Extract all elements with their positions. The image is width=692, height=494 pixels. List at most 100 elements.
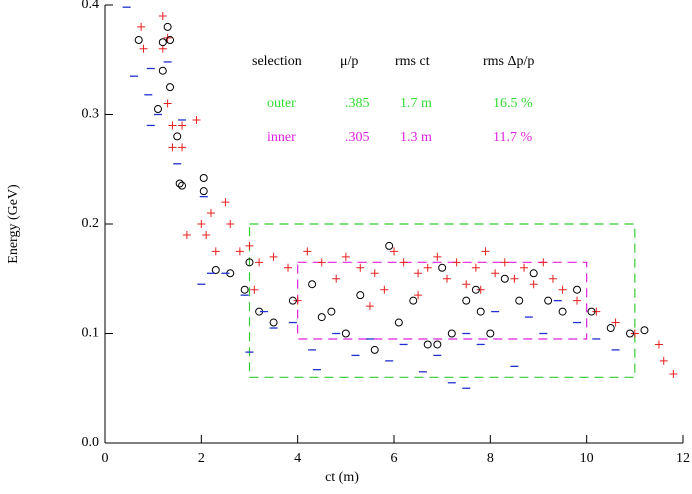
point [288,296,297,305]
point [240,285,249,294]
point [471,285,480,294]
point [491,269,500,278]
point [327,307,336,316]
point [134,36,143,45]
table-cell: 16.5 % [493,96,533,111]
point [558,285,567,294]
point [158,66,167,75]
point [471,263,480,272]
point [606,324,615,333]
point [630,329,639,338]
point [158,38,167,47]
point [380,285,389,294]
table-cell: 11.7 % [493,130,532,145]
point [433,340,442,349]
point [178,181,187,190]
point [178,143,187,152]
point [303,247,312,256]
point [163,22,172,31]
point [587,307,596,316]
point [341,252,350,261]
point [356,291,365,300]
point [544,296,553,305]
table-header: rms ct [395,54,430,69]
point [476,285,485,294]
point [199,187,208,196]
point [385,241,394,250]
point [394,318,403,327]
point [197,220,206,228]
point [175,179,184,188]
x-tick-label: 2 [198,451,205,466]
point [423,340,432,349]
y-tick-label: 0.3 [82,107,100,122]
point [168,121,177,130]
x-tick-label: 10 [580,451,594,466]
point [640,326,649,335]
point [308,280,317,289]
point [173,132,182,141]
table-cell: .385 [345,96,370,111]
point [245,258,254,267]
point [539,258,548,267]
point [211,247,220,256]
point [481,247,490,256]
point [226,220,235,228]
point [158,11,167,20]
point [462,296,471,305]
point [654,340,663,349]
point [153,105,162,114]
point [500,258,509,267]
y-tick-label: 0.2 [82,216,100,231]
point [423,263,432,272]
point [548,274,557,283]
point [626,329,635,338]
selection-box [297,261,588,340]
point [558,307,567,316]
point [284,263,293,272]
point [168,143,177,152]
y-axis-label: Energy (GeV) [6,184,21,264]
y-tick-label: 0.1 [82,326,100,341]
point [659,356,668,365]
point [365,302,374,311]
table-cell: 1.7 m [400,96,432,111]
point [442,274,451,283]
point [269,252,278,261]
y-tick-label: 0.4 [82,0,100,12]
point [182,230,191,239]
point [370,345,379,354]
y-tick-label: 0.0 [82,435,100,450]
point [611,318,620,327]
point [414,291,423,300]
point [510,274,519,283]
table-cell: 1.3 m [400,130,432,145]
point [452,258,461,267]
point [293,296,302,305]
point [356,263,365,272]
x-tick-label: 6 [391,451,398,466]
point [166,83,175,92]
x-tick-label: 4 [294,451,301,466]
x-tick-label: 0 [102,451,109,466]
point [341,329,350,338]
x-tick-label: 12 [676,451,690,466]
point [235,247,244,256]
point [245,241,254,250]
point [573,296,582,305]
point [192,115,201,124]
point [250,285,259,294]
point [166,36,175,45]
table-header: rms Δp/p [483,54,534,69]
point [199,174,208,183]
point [163,99,172,108]
x-tick-label: 8 [487,451,494,466]
point [573,285,582,294]
point [520,263,529,272]
point [221,198,230,207]
point [269,318,278,327]
table-header: selection [252,54,302,69]
point [206,209,215,218]
point [486,329,495,338]
table-cell: inner [267,130,296,145]
